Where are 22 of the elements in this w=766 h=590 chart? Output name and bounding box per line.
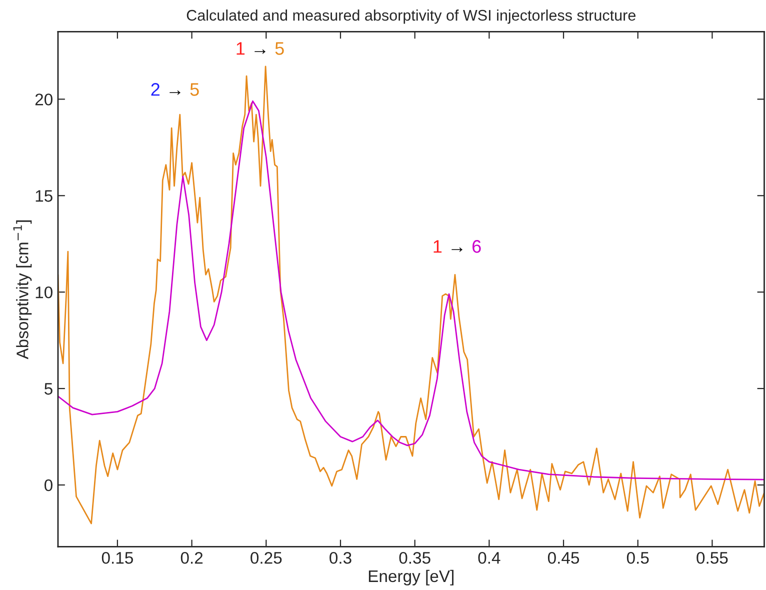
line-series (58, 100, 764, 480)
annotation: 2 → 5 (151, 83, 199, 96)
y-tick-label: 0 (44, 479, 52, 492)
annotation: 1 → 6 (434, 240, 481, 253)
x-axis-title: Energy [eV] (368, 570, 454, 586)
annotation: 1 → 5 (236, 42, 284, 55)
x-tick-label: 0.5 (626, 552, 649, 564)
y-tick-label: 10 (36, 286, 52, 298)
y-tick-label: 15 (36, 190, 52, 202)
y-tick-label: 5 (44, 383, 52, 395)
x-tick-label: 0.35 (399, 552, 430, 564)
y-axis-title: Absorptivity [cm$^{−1}$] (13, 220, 32, 360)
y-tick-label: 20 (35, 94, 52, 106)
x-tick-label: 0.4 (478, 552, 500, 564)
x-tick-label: 0.25 (250, 552, 282, 564)
chart-title: Calculated and measured absorptivity of WSI injectorless structure (186, 10, 636, 24)
x-tick-label: 0.15 (102, 552, 133, 564)
line-series (58, 66, 764, 524)
x-tick-label: 0.3 (330, 552, 352, 564)
x-tick-label: 0.45 (548, 552, 580, 564)
x-tick-label: 0.2 (180, 552, 203, 564)
x-tick-label: 0.55 (696, 552, 728, 564)
